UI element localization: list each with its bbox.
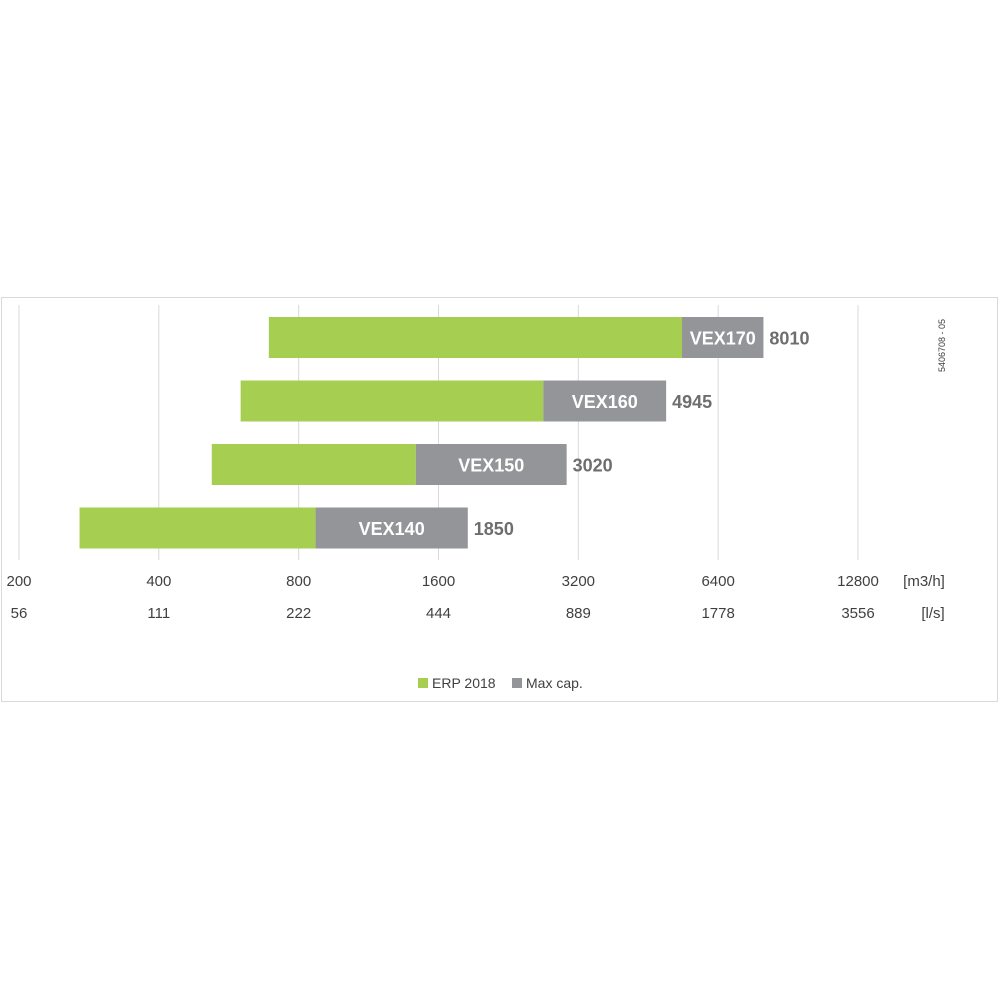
bar-erp-vex150 <box>211 444 416 485</box>
x-tick-label-ls: 111 <box>147 605 170 622</box>
bar-erp-vex140 <box>79 507 316 549</box>
legend-label-max: Max cap. <box>526 675 583 691</box>
x-unit-m3h: [m3/h] <box>903 573 945 590</box>
bar-max-vex170 <box>682 317 764 358</box>
bar-erp-vex170 <box>268 317 683 358</box>
x-tick-label-ls: 222 <box>286 605 311 622</box>
x-tick-label-m3h: 3200 <box>562 573 595 590</box>
legend-swatch-erp <box>418 678 428 688</box>
x-tick-label-ls: 444 <box>426 605 451 622</box>
bar-max-vex150 <box>415 444 567 485</box>
x-tick-label-m3h: 12800 <box>837 573 879 590</box>
legend-label-erp: ERP 2018 <box>432 675 496 691</box>
max-value-label: 1850 <box>474 519 514 539</box>
bars: VEX170 8010 VEX160 4945 VEX150 3020 VEX140 1850 <box>79 317 809 549</box>
x-tick-label-ls: 56 <box>11 605 28 622</box>
x-tick-label-ls: 1778 <box>701 605 734 622</box>
max-value-label: 3020 <box>573 456 613 476</box>
x-tick-label-m3h: 800 <box>286 573 311 590</box>
model-label: VEX160 <box>572 392 638 412</box>
x-tick-label-m3h: 6400 <box>701 573 734 590</box>
bar-erp-vex160 <box>240 380 544 422</box>
legend: ERP 2018 Max cap. <box>418 675 583 691</box>
x-tick-label-ls: 3556 <box>841 605 874 622</box>
model-label: VEX140 <box>359 519 425 539</box>
x-tick-label-m3h: 1600 <box>422 573 455 590</box>
bar-max-vex160 <box>543 380 667 422</box>
x-tick-label-ls: 889 <box>566 605 591 622</box>
x-tick-label-m3h: 200 <box>6 573 31 590</box>
document-id: 5406708 - 05 <box>937 319 947 372</box>
x-axis: 200 56 400 111 800 222 1600 444 3200 889 6400 1778 1… <box>6 573 944 622</box>
legend-swatch-max <box>512 678 522 688</box>
model-label: VEX170 <box>690 329 756 349</box>
chart-frame <box>1 297 998 702</box>
x-unit-ls: [l/s] <box>921 605 944 622</box>
x-tick-label-m3h: 400 <box>146 573 171 590</box>
max-value-label: 8010 <box>769 329 809 349</box>
bar-max-vex140 <box>315 507 468 549</box>
model-label: VEX150 <box>458 456 524 476</box>
max-value-label: 4945 <box>672 392 712 412</box>
